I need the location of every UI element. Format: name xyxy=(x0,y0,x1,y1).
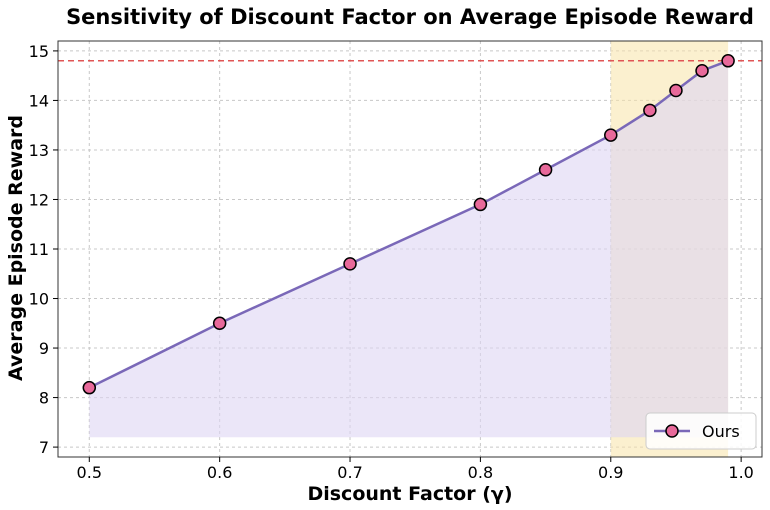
data-point xyxy=(343,257,357,271)
data-point xyxy=(538,163,553,177)
y-tick-label: 13 xyxy=(29,141,49,160)
x-axis-label: Discount Factor (γ) xyxy=(307,483,512,505)
x-tick-label: 0.5 xyxy=(77,463,102,482)
series-line-ours xyxy=(88,59,729,389)
y-tick-label: 14 xyxy=(29,91,49,110)
y-axis-label: Average Episode Reward xyxy=(5,115,27,381)
data-point xyxy=(643,103,657,118)
x-tick-label: 1.0 xyxy=(728,463,753,482)
x-ticks: 0.5 0.6 0.7 0.8 0.9 1.0 xyxy=(77,457,754,482)
y-ticks: 7 8 9 10 11 12 13 14 15 xyxy=(29,42,58,457)
data-point xyxy=(212,316,227,331)
y-tick-label: 10 xyxy=(29,290,49,309)
x-tick-label: 0.7 xyxy=(337,463,362,482)
data-point xyxy=(473,197,488,212)
x-tick-label: 0.6 xyxy=(207,463,232,482)
y-tick-label: 9 xyxy=(39,339,49,358)
data-point xyxy=(82,380,97,395)
legend: Ours xyxy=(645,412,757,450)
y-tick-label: 8 xyxy=(39,389,49,408)
data-point xyxy=(721,54,735,68)
legend-marker xyxy=(665,424,679,438)
chart-title: Sensitivity of Discount Factor on Averag… xyxy=(66,5,754,29)
area-fill-layer xyxy=(89,60,729,438)
area-fill xyxy=(89,60,729,438)
data-point xyxy=(695,63,709,78)
y-tick-label: 11 xyxy=(29,240,49,259)
y-tick-label: 15 xyxy=(29,42,49,61)
legend-label: Ours xyxy=(702,422,740,441)
y-tick-label: 12 xyxy=(29,190,49,209)
x-tick-label: 0.9 xyxy=(598,463,623,482)
data-point xyxy=(604,128,618,142)
legend-box xyxy=(645,412,757,450)
y-tick-label: 7 xyxy=(39,438,49,457)
data-point xyxy=(669,83,683,98)
x-tick-label: 0.8 xyxy=(468,463,493,482)
series-layer xyxy=(82,54,735,395)
